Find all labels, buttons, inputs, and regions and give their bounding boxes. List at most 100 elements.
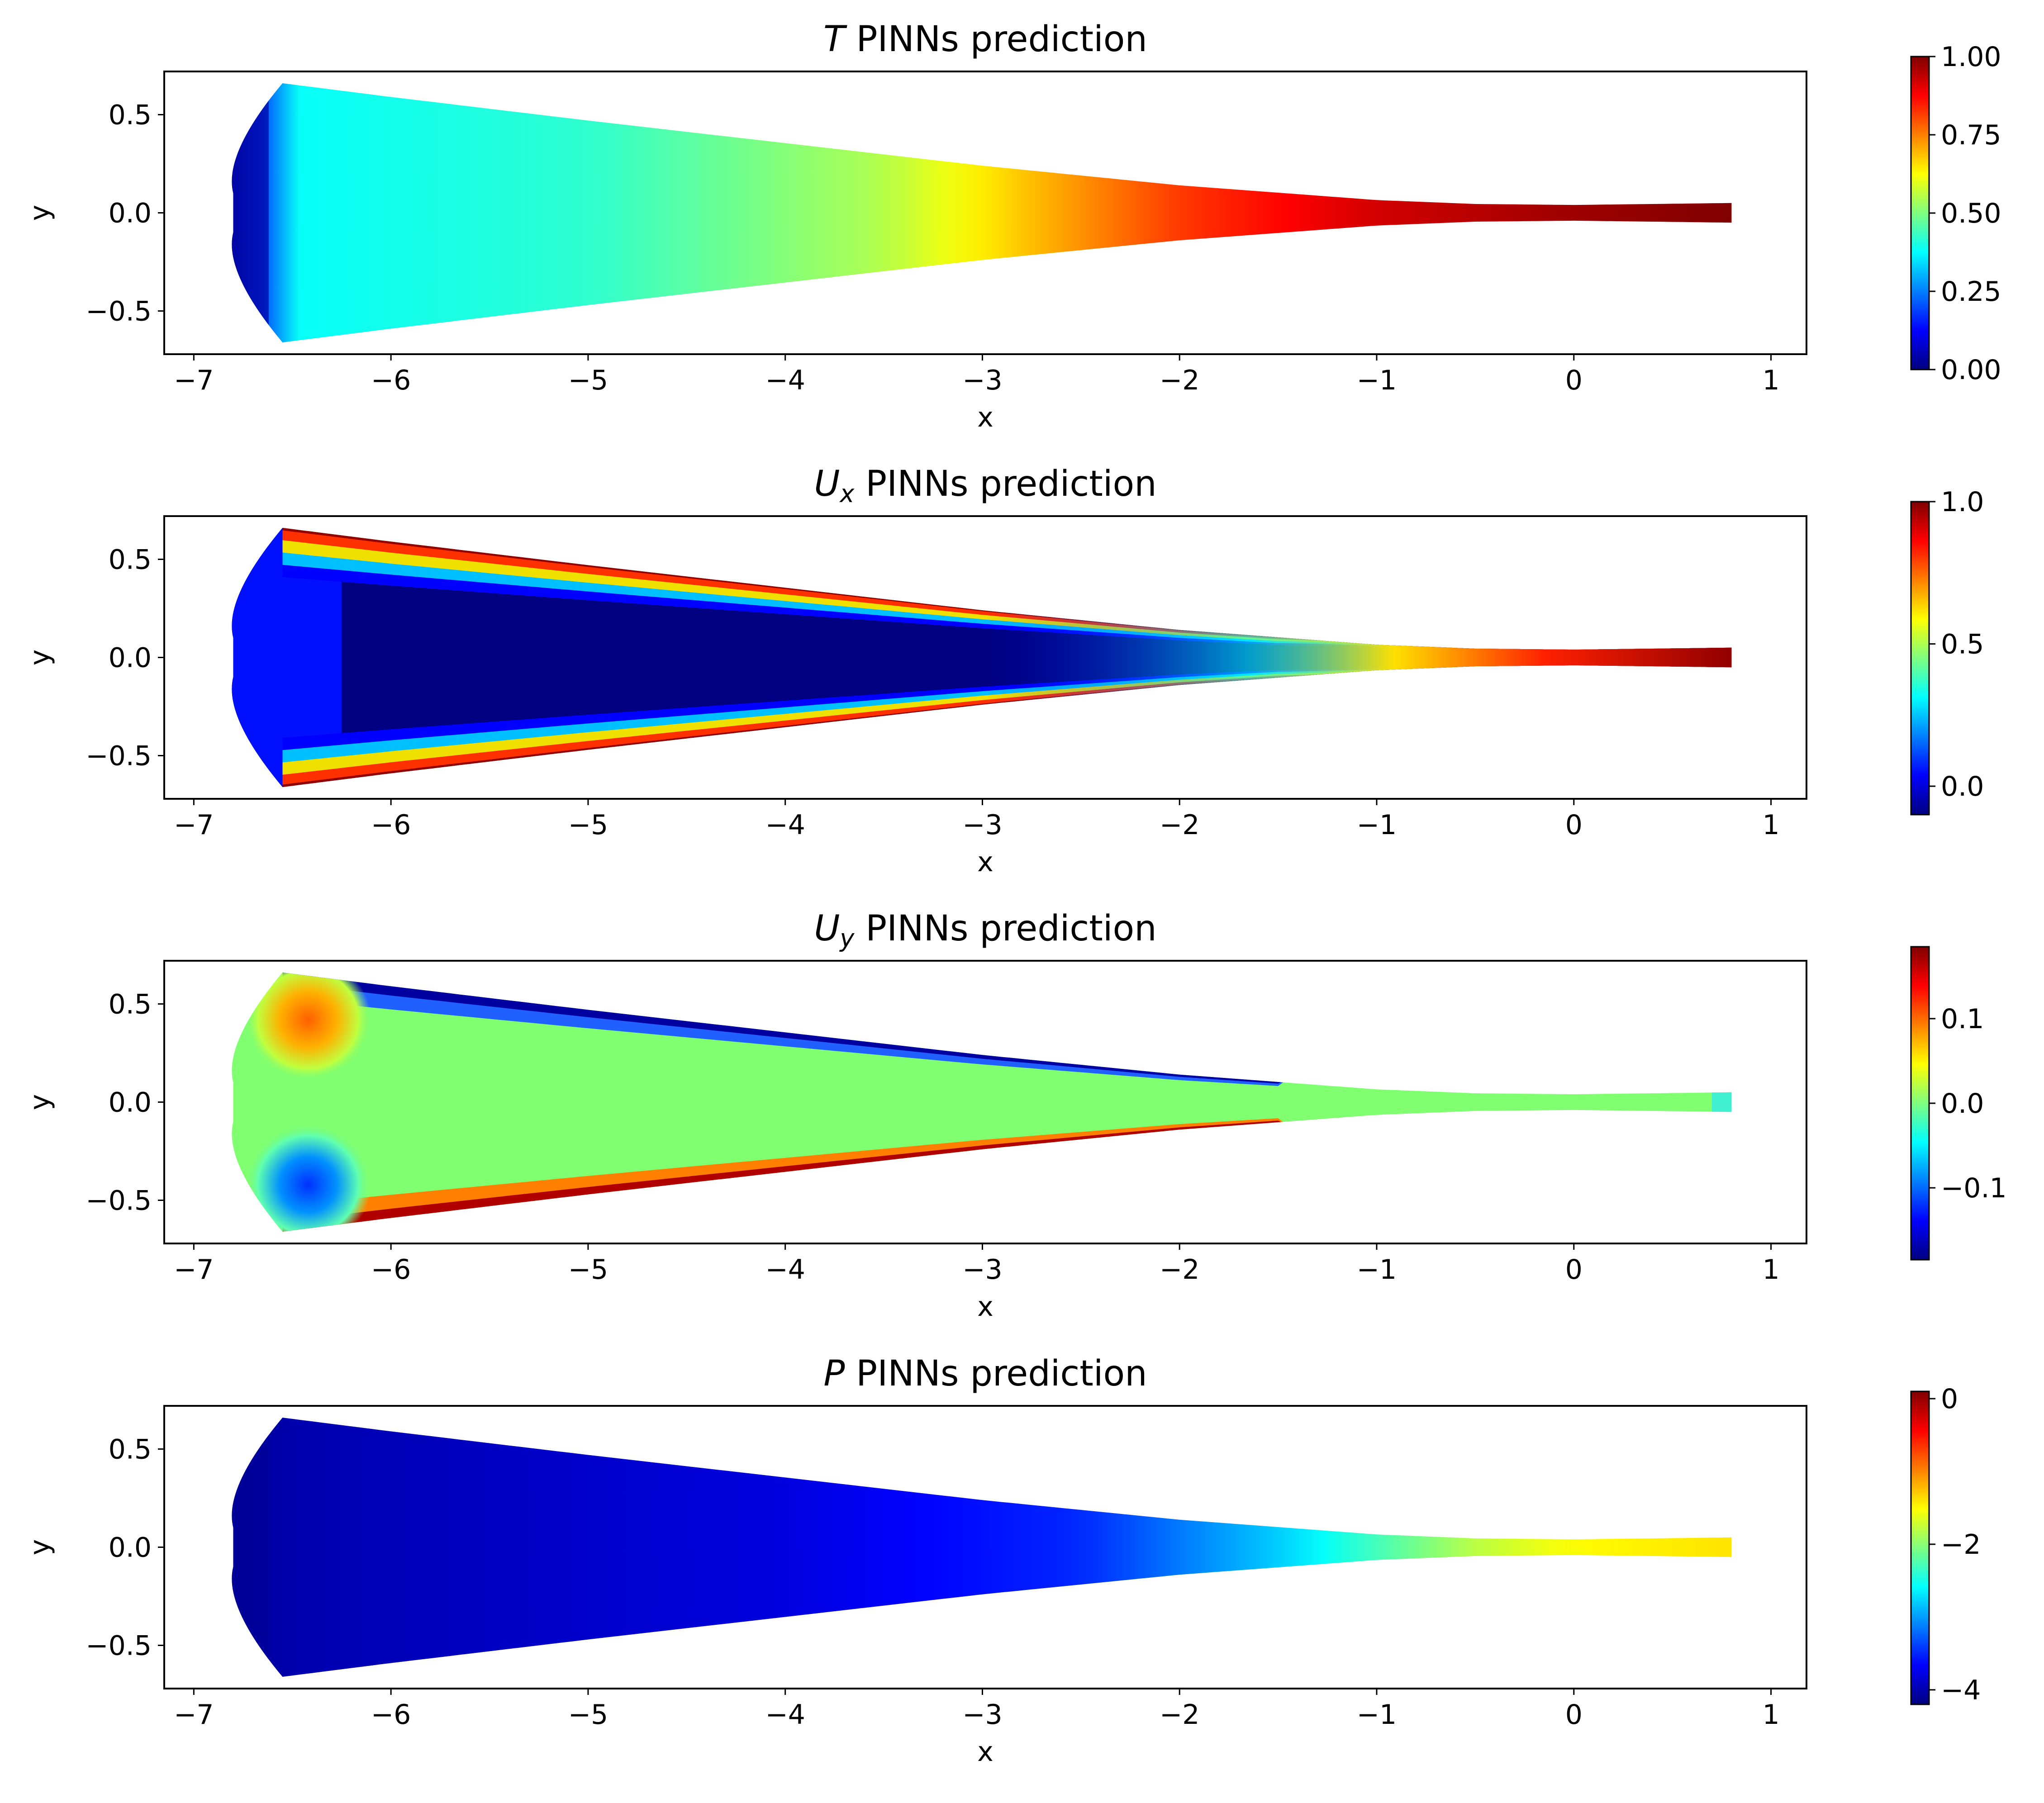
title-variable: P — [823, 1353, 845, 1394]
colorbar-tick-label: 0.1 — [1941, 1003, 1984, 1035]
colorbar-tick-label: 0.0 — [1941, 771, 1984, 802]
x-tick-label: −5 — [568, 809, 608, 841]
y-axis-label: y — [24, 1539, 56, 1556]
x-tick-label: −5 — [568, 1254, 608, 1286]
title-subscript: y — [839, 924, 855, 953]
colorbar-tick-label: −2 — [1941, 1529, 1981, 1561]
subplot-2: −7 −6 −5 −4 −3 −2 −1 0 1 0.5 0.0 −0.5 x y Ux PINNs pre… — [24, 464, 1807, 878]
colorbar-tick-label: 0.50 — [1941, 198, 2001, 229]
x-tick-label: −3 — [962, 1699, 1002, 1731]
x-tick-label: −7 — [174, 365, 214, 396]
vortex-up — [245, 973, 371, 1081]
y-tick-label: 0.5 — [109, 988, 152, 1020]
title-text: PINNs prediction — [845, 1353, 1147, 1394]
x-axis-label: x — [977, 1736, 993, 1768]
subplot-title: Ux PINNs prediction — [814, 464, 1156, 508]
title-subscript: x — [839, 479, 855, 508]
y-tick-label: 0.5 — [109, 1433, 152, 1465]
x-tick-label: 1 — [1762, 809, 1779, 841]
x-axis-label: x — [977, 402, 993, 433]
colorbar-tick-label: 0.75 — [1941, 119, 2001, 151]
x-tick-label: −1 — [1357, 809, 1397, 841]
x-tick-label: 1 — [1762, 365, 1779, 396]
y-tick-label: 0.5 — [109, 99, 152, 131]
x-tick-label: −7 — [174, 1699, 214, 1731]
subplot-4: −7 −6 −5 −4 −3 −2 −1 0 1 0.5 0.0 −0.5 x y P PINNs pred… — [24, 1353, 1807, 1768]
x-tick-label: −5 — [568, 365, 608, 396]
y-tick-label: 0.5 — [109, 544, 152, 575]
x-tick-label: −3 — [962, 365, 1002, 396]
x-tick-label: −2 — [1160, 809, 1199, 841]
x-tick-label: −4 — [765, 1254, 805, 1286]
colorbar-tick-label: −0.1 — [1941, 1172, 2007, 1204]
x-tick-label: 0 — [1565, 1699, 1583, 1731]
x-tick-label: −1 — [1357, 365, 1397, 396]
colorbar-bar — [1910, 946, 1930, 1261]
x-tick-label: −6 — [371, 809, 411, 841]
subplot-title: Uy PINNs prediction — [814, 908, 1156, 953]
subplot-1: −7 −6 −5 −4 −3 −2 −1 0 1 0.5 0.0 −0.5 x y T PINNs pred… — [24, 19, 1807, 433]
colorbar-tick-label: 1.00 — [1941, 41, 2001, 73]
colorbar-2: 0.0 0.5 1.0 — [1910, 486, 1984, 816]
core-fill — [982, 528, 1732, 787]
x-axis-label: x — [977, 846, 993, 878]
x-tick-label: −4 — [765, 1699, 805, 1731]
colorbar-bar — [1910, 501, 1930, 816]
vortex-down — [245, 1123, 371, 1232]
x-tick-label: 0 — [1565, 809, 1583, 841]
y-tick-label: 0.0 — [109, 1087, 152, 1119]
colorbar-tick-label: −4 — [1941, 1675, 1981, 1706]
y-tick-label: −0.5 — [86, 1630, 152, 1662]
y-tick-label: −0.5 — [86, 296, 152, 327]
x-tick-label: −6 — [371, 1254, 411, 1286]
y-axis-label: y — [24, 205, 56, 221]
field-Ux — [232, 528, 1732, 787]
subplot-title: T PINNs prediction — [823, 19, 1147, 60]
x-tick-label: −3 — [962, 1254, 1002, 1286]
y-tick-label: −0.5 — [86, 740, 152, 772]
colorbar-1: 0.00 0.25 0.50 0.75 1.00 — [1910, 41, 2001, 386]
title-text: PINNs prediction — [854, 464, 1156, 504]
x-tick-label: 0 — [1565, 1254, 1583, 1286]
x-tick-label: −2 — [1160, 365, 1199, 396]
colorbar-tick-label: 0.5 — [1941, 629, 1984, 660]
colorbar-bar — [1910, 56, 1930, 370]
colorbar-tick-label: 1.0 — [1941, 486, 1984, 518]
colorbar-tick-label: 0 — [1941, 1383, 1958, 1415]
x-tick-label: −4 — [765, 365, 805, 396]
field-T — [232, 83, 1732, 342]
x-tick-label: 1 — [1762, 1699, 1779, 1731]
field-P — [232, 1418, 1732, 1677]
y-tick-label: 0.0 — [109, 198, 152, 229]
x-tick-label: −7 — [174, 809, 214, 841]
x-tick-label: −2 — [1160, 1254, 1199, 1286]
title-variable: U — [814, 908, 840, 949]
field-fill — [232, 83, 1732, 342]
inlet-band — [232, 83, 269, 342]
x-axis-label: x — [977, 1291, 993, 1323]
x-tick-label: −5 — [568, 1699, 608, 1731]
title-text: PINNs prediction — [854, 908, 1156, 949]
title-variable: T — [823, 19, 847, 60]
y-tick-label: 0.0 — [109, 642, 152, 674]
colorbar-bar — [1910, 1390, 1930, 1705]
subplot-title: P PINNs prediction — [823, 1353, 1147, 1394]
title-text: PINNs prediction — [845, 19, 1147, 60]
y-tick-label: 0.0 — [109, 1532, 152, 1564]
x-tick-label: 1 — [1762, 1254, 1779, 1286]
outlet-band — [1711, 973, 1732, 1232]
y-tick-label: −0.5 — [86, 1185, 152, 1217]
x-tick-label: 0 — [1565, 365, 1583, 396]
x-tick-label: −1 — [1357, 1699, 1397, 1731]
colorbar-tick-label: 0.25 — [1941, 276, 2001, 308]
colorbar-4: 0 −2 −4 — [1910, 1383, 1981, 1706]
x-tick-label: −3 — [962, 809, 1002, 841]
colorbar-tick-label: 0.00 — [1941, 354, 2001, 386]
title-variable: U — [814, 464, 840, 504]
y-axis-label: y — [24, 650, 56, 666]
x-tick-label: −7 — [174, 1254, 214, 1286]
x-tick-label: −6 — [371, 1699, 411, 1731]
colorbar-3: 0.1 0.0 −0.1 — [1910, 946, 2007, 1261]
